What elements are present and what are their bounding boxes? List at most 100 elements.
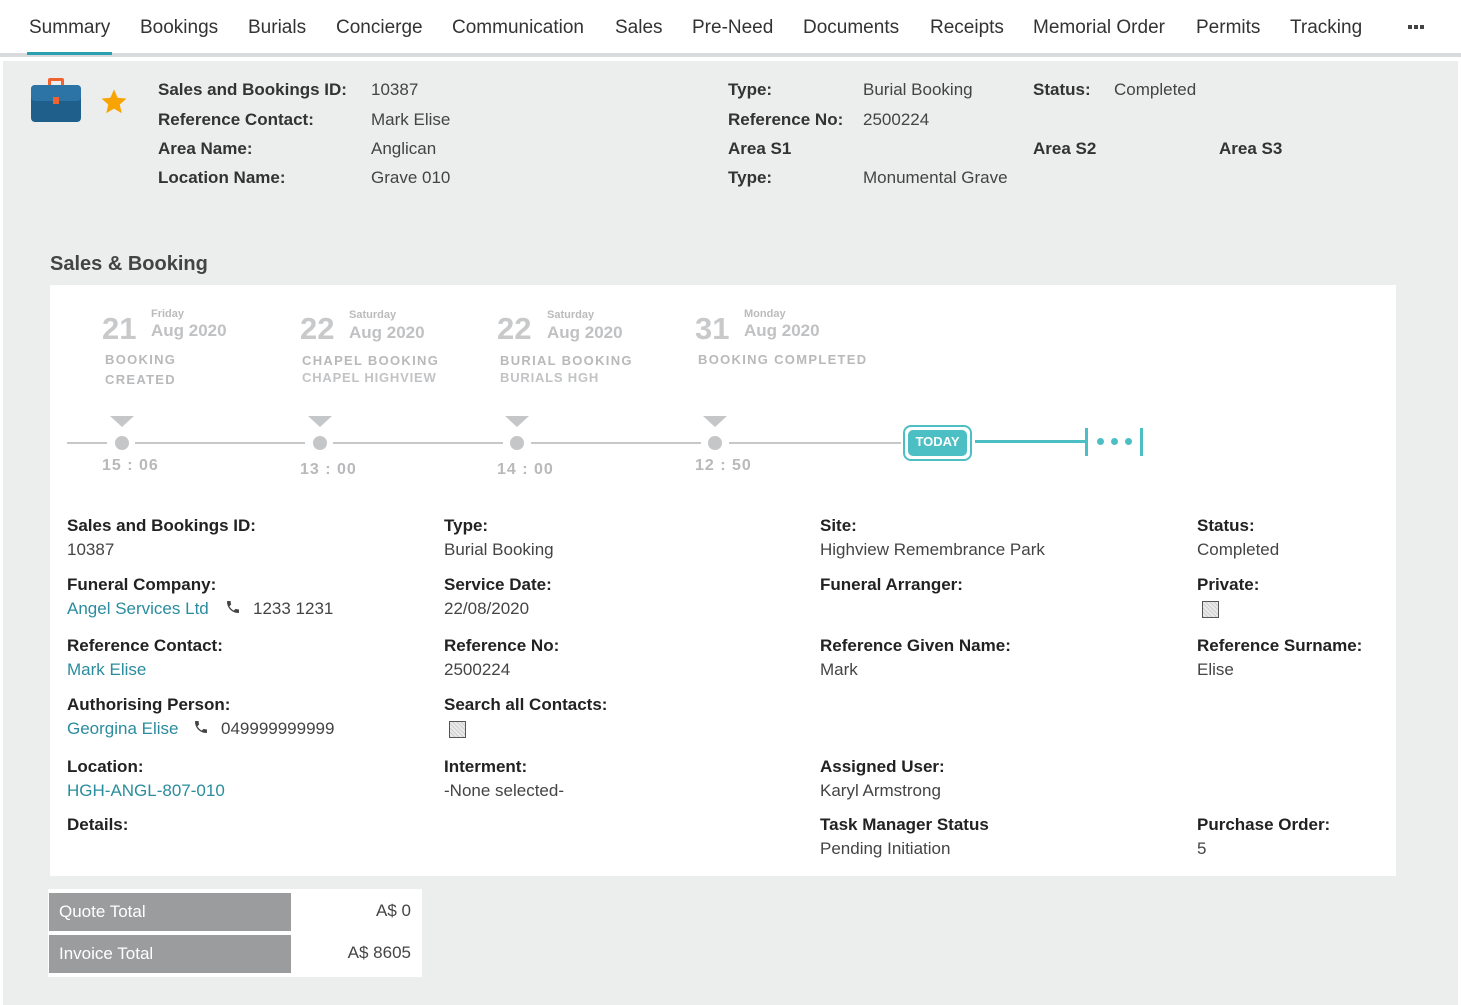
funeral-company-link[interactable]: Angel Services Ltd [67, 599, 209, 618]
timeline-dot [510, 436, 524, 450]
site-label: Site: [820, 516, 857, 535]
today-label: TODAY [908, 430, 967, 456]
header-status-label: Status: [1033, 80, 1091, 99]
favorite-star-icon[interactable] [99, 87, 129, 117]
status-label: Status: [1197, 516, 1255, 535]
event-title: BOOKING COMPLETED [698, 352, 868, 367]
auth-person-phone: 049999999999 [221, 719, 335, 738]
header-type: Burial Booking [863, 80, 973, 99]
today-marker: TODAY [903, 425, 972, 461]
task-status-value: Pending Initiation [820, 839, 951, 858]
phone-icon [227, 601, 239, 613]
event-title: BURIAL BOOKING [500, 353, 633, 368]
tab-communication[interactable]: Communication [452, 17, 584, 38]
event-title: CHAPEL BOOKING [302, 353, 440, 368]
tab-summary[interactable]: Summary [26, 17, 113, 55]
quote-total-label: Quote Total [49, 893, 291, 931]
location-link[interactable]: HGH-ANGL-807-010 [67, 781, 225, 800]
timeline-dot [313, 436, 327, 450]
service-date-label: Service Date: [444, 575, 552, 594]
sales-booking-card [50, 285, 1396, 876]
event-day: 22 [300, 311, 335, 346]
interment-value: -None selected- [444, 781, 565, 800]
tab-memorial-order[interactable]: Memorial Order [1033, 17, 1165, 38]
timeline-marker-icon [703, 416, 727, 427]
timeline-dot [708, 436, 722, 450]
totals-box: Quote Total A$ 0 Invoice Total A$ 8605 [48, 889, 422, 977]
header-area-s2-label: Area S2 [1033, 139, 1097, 158]
event-time: 12 : 50 [695, 457, 752, 474]
type-value: Burial Booking [444, 540, 554, 559]
header-area-s3-label: Area S3 [1219, 139, 1283, 158]
event-day: 22 [497, 311, 532, 346]
search-contacts-checkbox[interactable] [449, 721, 466, 738]
auth-person-link[interactable]: Georgina Elise [67, 719, 179, 738]
search-contacts-label: Search all Contacts: [444, 695, 608, 714]
tab-concierge[interactable]: Concierge [336, 17, 423, 38]
private-label: Private: [1197, 575, 1260, 594]
status-value: Completed [1197, 540, 1280, 559]
header-type2: Monumental Grave [863, 168, 1008, 187]
tab-receipts[interactable]: Receipts [930, 17, 1004, 38]
tab-permits[interactable]: Permits [1196, 17, 1261, 38]
ref-given-name-label: Reference Given Name: [820, 636, 1011, 655]
header-location-name: Grave 010 [371, 168, 451, 187]
event-weekday: Saturday [547, 309, 595, 321]
ref-surname-label: Reference Surname: [1197, 636, 1363, 655]
timeline-dot [115, 436, 129, 450]
header-area-name: Anglican [371, 139, 437, 158]
task-status-label: Task Manager Status [820, 815, 989, 834]
event-weekday: Friday [151, 308, 185, 320]
ref-contact-link[interactable]: Mark Elise [67, 660, 147, 679]
ref-surname-value: Elise [1197, 660, 1234, 679]
sales-id-label: Sales and Bookings ID: [67, 516, 256, 535]
event-time: 13 : 00 [300, 461, 357, 478]
tab-bookings[interactable]: Bookings [140, 17, 219, 38]
purchase-order-value: 5 [1197, 839, 1207, 858]
private-checkbox[interactable] [1202, 601, 1219, 618]
phone-icon [195, 721, 207, 733]
event-day: 21 [102, 311, 137, 346]
event-time: 15 : 06 [102, 457, 159, 474]
event-subtitle: BURIALS HGH [500, 370, 600, 385]
auth-person-label: Authorising Person: [67, 695, 231, 714]
header-type2-label: Type: [728, 168, 773, 187]
event-month: Aug 2020 [349, 323, 425, 342]
invoice-total-label: Invoice Total [49, 935, 291, 973]
more-tabs-icon[interactable] [1408, 25, 1426, 31]
assigned-user-value: Karyl Armstrong [820, 781, 941, 800]
timeline-marker-icon [308, 416, 332, 427]
site-value: Highview Remembrance Park [820, 540, 1045, 559]
purchase-order-label: Purchase Order: [1197, 815, 1331, 834]
quote-total-value: A$ 0 [376, 901, 411, 920]
header-status: Completed [1114, 80, 1197, 99]
type-label: Type: [444, 516, 489, 535]
tab-documents[interactable]: Documents [803, 17, 900, 38]
event-weekday: Monday [744, 308, 786, 320]
event-time: 14 : 00 [497, 461, 554, 478]
ref-no-value: 2500224 [444, 660, 511, 679]
assigned-user-label: Assigned User: [820, 757, 945, 776]
event-title: BOOKING [105, 352, 177, 367]
ref-given-name-value: Mark [820, 660, 858, 679]
event-month: Aug 2020 [547, 323, 623, 342]
header-ref-contact: Mark Elise [371, 110, 451, 129]
ref-no-label: Reference No: [444, 636, 560, 655]
event-month: Aug 2020 [151, 321, 227, 340]
tab-sales[interactable]: Sales [615, 17, 663, 38]
service-date-value: 22/08/2020 [444, 599, 530, 618]
header-location-name-label: Location Name: [158, 168, 286, 187]
section-title: Sales & Booking [50, 253, 208, 275]
header-area-s1-label: Area S1 [728, 139, 792, 158]
header-sales-id-label: Sales and Bookings ID: [158, 80, 347, 99]
tab-pre-need[interactable]: Pre-Need [692, 17, 774, 38]
briefcase-icon [31, 78, 81, 122]
tab-burials[interactable]: Burials [248, 17, 307, 38]
event-day: 31 [695, 311, 730, 346]
event-subtitle: CHAPEL HIGHVIEW [302, 370, 437, 385]
header-area-name-label: Area Name: [158, 139, 253, 158]
location-label: Location: [67, 757, 144, 776]
timeline-marker-icon [505, 416, 529, 427]
tab-tracking[interactable]: Tracking [1290, 17, 1363, 38]
interment-label: Interment: [444, 757, 528, 776]
